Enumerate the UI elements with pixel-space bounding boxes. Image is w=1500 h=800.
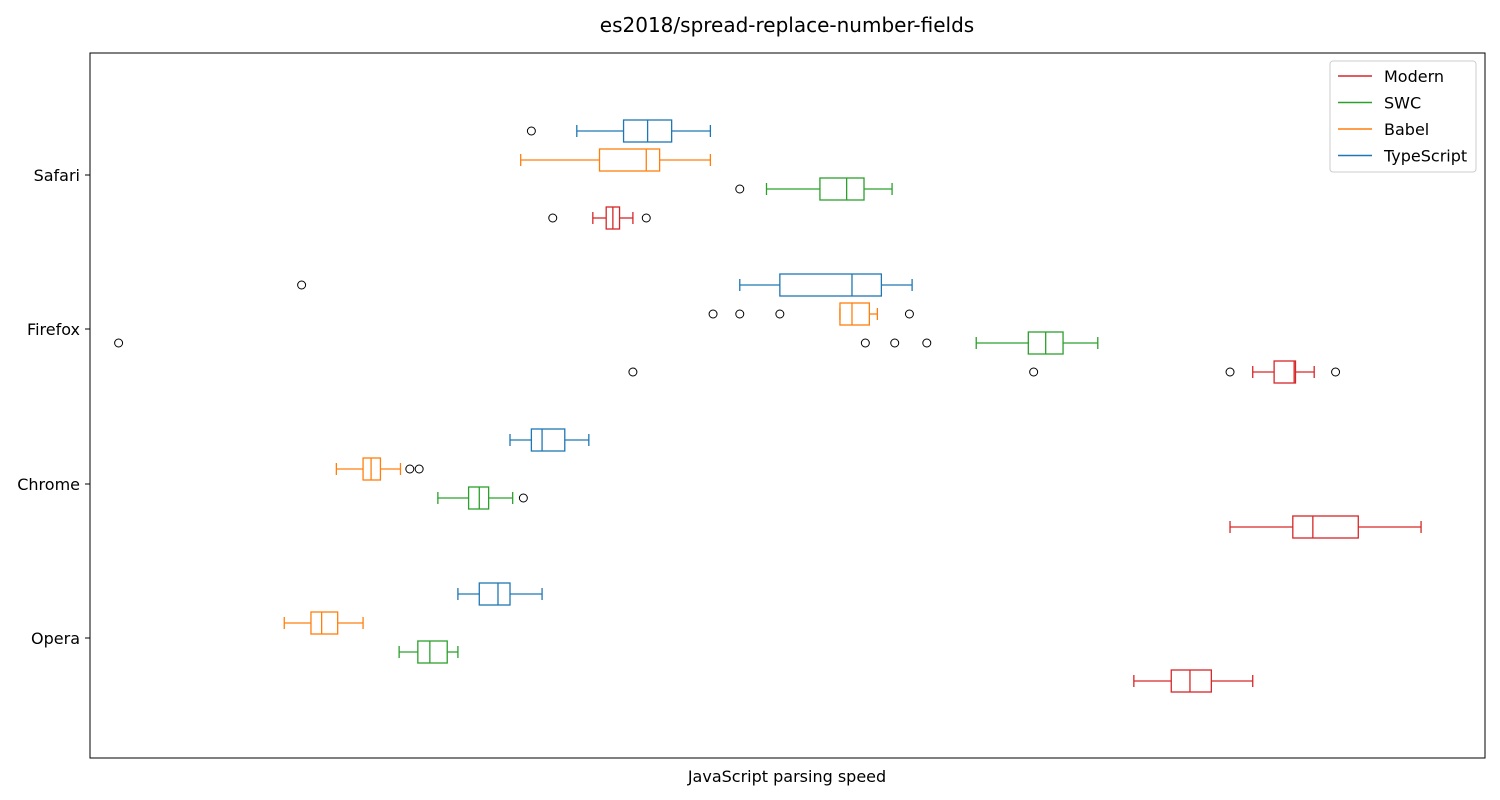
series-typescript — [297, 119, 913, 606]
legend-entry-typescript: TypeScript — [1338, 147, 1467, 166]
iqr-box-modern-opera — [1170, 669, 1212, 693]
iqr-box-modern-chrome — [1292, 515, 1359, 539]
box-swc-chrome — [437, 486, 528, 510]
iqr-box-typescript-opera — [478, 582, 511, 606]
iqr-box-typescript-firefox — [779, 273, 883, 297]
outlier-modern-firefox — [1225, 367, 1235, 377]
legend-entry-modern: Modern — [1338, 67, 1444, 86]
iqr-box-babel-safari — [598, 148, 661, 172]
outlier-modern-firefox — [1029, 367, 1039, 377]
box-modern-chrome — [1229, 515, 1422, 539]
box-swc-opera — [398, 640, 459, 664]
outlier-modern-firefox — [1331, 367, 1341, 377]
series-swc — [114, 177, 1099, 664]
box-modern-firefox — [628, 360, 1341, 384]
box-swc-safari — [735, 177, 893, 201]
box-babel-opera — [283, 611, 364, 635]
outlier-swc-chrome — [518, 493, 528, 503]
iqr-box-babel-opera — [310, 611, 339, 635]
outlier-babel-firefox — [775, 309, 785, 319]
outlier-babel-firefox — [735, 309, 745, 319]
iqr-box-babel-chrome — [362, 457, 382, 481]
outlier-swc-firefox — [922, 338, 932, 348]
legend-label-typescript: TypeScript — [1383, 147, 1467, 166]
y-tick-label-firefox: Firefox — [27, 320, 80, 339]
y-axis: Safari Firefox Chrome Opera — [17, 166, 90, 648]
box-typescript-opera — [457, 582, 543, 606]
outlier-swc-safari — [735, 184, 745, 194]
outlier-modern-safari — [641, 213, 651, 223]
legend-entry-babel: Babel — [1338, 120, 1429, 139]
outlier-babel-firefox — [708, 309, 718, 319]
outlier-babel-chrome — [414, 464, 424, 474]
y-tick-label-chrome: Chrome — [17, 475, 80, 494]
outlier-babel-firefox — [904, 309, 914, 319]
legend-frame — [1329, 60, 1477, 173]
box-swc-firefox — [114, 331, 1099, 355]
iqr-box-modern-firefox — [1273, 360, 1297, 384]
y-tick-label-opera: Opera — [31, 629, 80, 648]
outlier-swc-firefox — [860, 338, 870, 348]
x-axis-label: JavaScript parsing speed — [687, 767, 886, 786]
box-babel-chrome — [335, 457, 424, 481]
box-typescript-firefox — [297, 273, 913, 297]
outlier-swc-firefox — [114, 338, 124, 348]
iqr-box-babel-firefox — [839, 302, 871, 326]
box-typescript-chrome — [509, 428, 590, 452]
box-babel-firefox — [708, 302, 914, 326]
iqr-box-swc-safari — [819, 177, 865, 201]
outlier-babel-chrome — [405, 464, 415, 474]
box-babel-safari — [520, 148, 712, 172]
chart-title: es2018/spread-replace-number-fields — [600, 13, 974, 37]
iqr-box-swc-opera — [417, 640, 448, 664]
legend-label-modern: Modern — [1384, 67, 1444, 86]
legend: Modern SWC Babel TypeScript — [1329, 60, 1477, 173]
outlier-typescript-safari — [526, 126, 536, 136]
legend-label-swc: SWC — [1384, 94, 1421, 113]
outlier-modern-firefox — [628, 367, 638, 377]
iqr-box-swc-chrome — [467, 486, 490, 510]
iqr-box-typescript-chrome — [530, 428, 566, 452]
box-series-group — [114, 119, 1422, 693]
y-tick-label-safari: Safari — [34, 166, 80, 185]
outlier-swc-firefox — [890, 338, 900, 348]
outlier-typescript-firefox — [297, 280, 307, 290]
series-modern — [548, 206, 1422, 693]
box-modern-opera — [1133, 669, 1254, 693]
plot-area-frame — [89, 52, 1486, 759]
legend-entry-swc: SWC — [1338, 94, 1421, 113]
legend-label-babel: Babel — [1384, 120, 1429, 139]
series-babel — [283, 148, 914, 635]
outlier-modern-safari — [548, 213, 558, 223]
box-modern-safari — [548, 206, 651, 230]
box-typescript-safari — [526, 119, 712, 143]
